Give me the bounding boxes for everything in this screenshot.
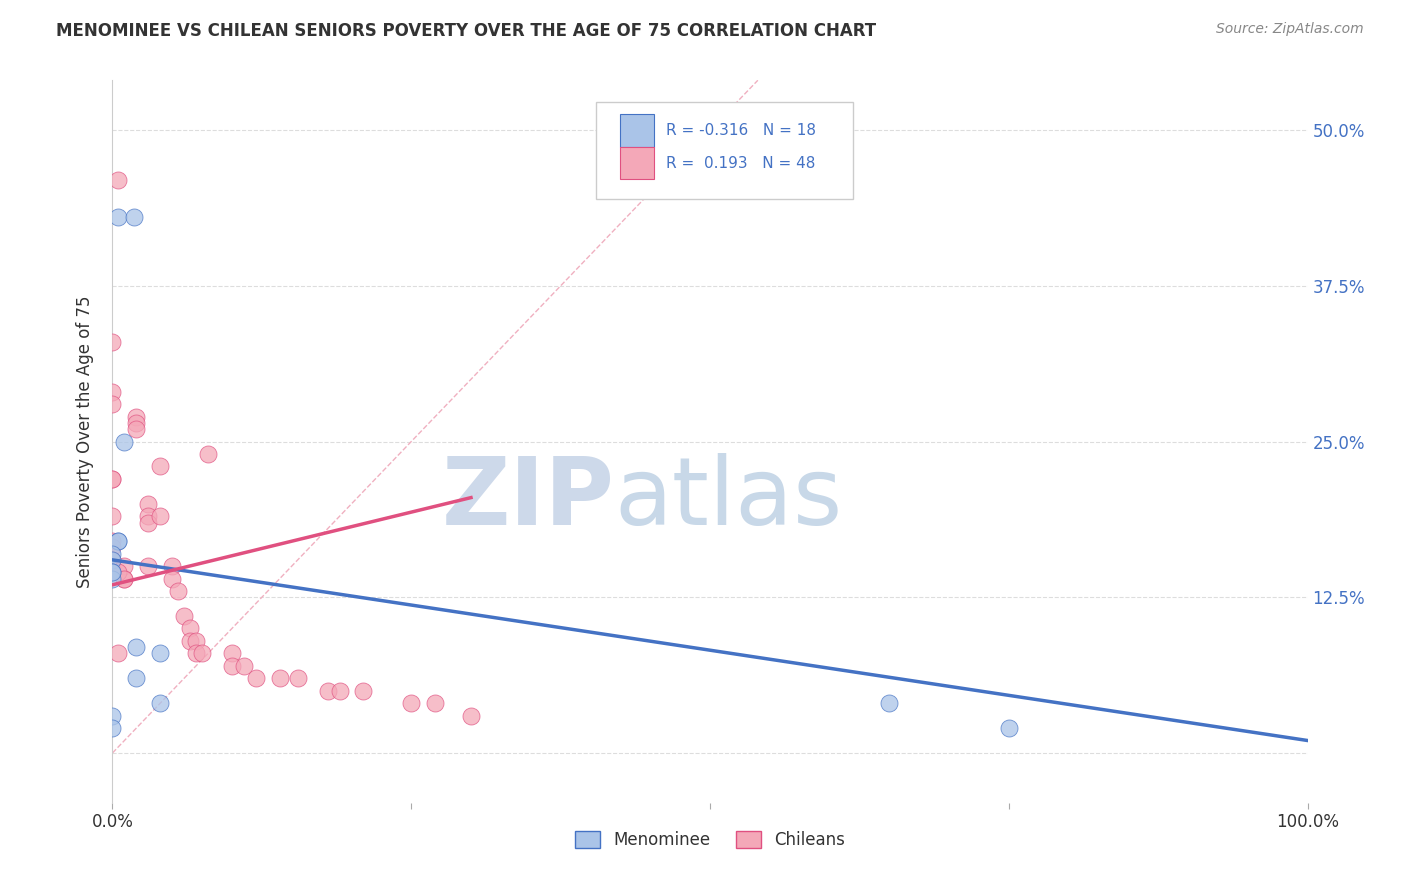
Point <box>162 572 183 586</box>
Point <box>329 683 352 698</box>
Point <box>233 658 256 673</box>
Point <box>101 566 124 580</box>
Point <box>221 658 243 673</box>
Point <box>125 409 148 424</box>
Text: MENOMINEE VS CHILEAN SENIORS POVERTY OVER THE AGE OF 75 CORRELATION CHART: MENOMINEE VS CHILEAN SENIORS POVERTY OVE… <box>56 22 876 40</box>
Point <box>101 553 124 567</box>
Bar <box>620 147 654 179</box>
Point <box>101 534 124 549</box>
Point <box>114 559 135 574</box>
Point <box>107 534 129 549</box>
Point <box>138 509 160 524</box>
Y-axis label: Seniors Poverty Over the Age of 75: Seniors Poverty Over the Age of 75 <box>76 295 94 588</box>
Point <box>107 534 129 549</box>
Point <box>125 640 148 654</box>
Point <box>125 671 148 685</box>
Point <box>179 633 201 648</box>
Point <box>101 472 124 486</box>
Text: ZIP: ZIP <box>441 453 614 545</box>
Point <box>101 721 124 735</box>
Point <box>149 696 172 710</box>
Point <box>101 334 124 349</box>
Point <box>107 173 129 187</box>
Point <box>107 566 129 580</box>
Text: atlas: atlas <box>614 453 842 545</box>
Point <box>149 509 172 524</box>
Point <box>173 609 195 624</box>
Point <box>101 559 124 574</box>
Point <box>162 559 183 574</box>
Point <box>460 708 482 723</box>
Point <box>125 416 148 430</box>
Legend: Menominee, Chileans: Menominee, Chileans <box>568 824 852 856</box>
Point <box>101 397 124 411</box>
Point <box>197 447 219 461</box>
Point <box>138 559 160 574</box>
Point <box>149 459 172 474</box>
Point <box>221 646 243 660</box>
Point <box>107 646 129 660</box>
Point <box>245 671 267 685</box>
Point <box>101 547 124 561</box>
Point <box>138 516 160 530</box>
FancyBboxPatch shape <box>596 102 853 200</box>
Point <box>101 566 124 580</box>
Point <box>101 708 124 723</box>
Point <box>287 671 309 685</box>
Point <box>101 541 124 555</box>
Bar <box>620 114 654 147</box>
Text: Source: ZipAtlas.com: Source: ZipAtlas.com <box>1216 22 1364 37</box>
Point <box>101 572 124 586</box>
Point <box>138 497 160 511</box>
Point <box>879 696 901 710</box>
Point <box>114 572 135 586</box>
Point <box>269 671 291 685</box>
Point <box>167 584 190 599</box>
Point <box>352 683 374 698</box>
Point <box>186 633 208 648</box>
Point <box>101 472 124 486</box>
Point <box>107 211 129 225</box>
Point <box>425 696 447 710</box>
Point <box>401 696 423 710</box>
Point <box>114 572 135 586</box>
Point <box>101 553 124 567</box>
Point <box>191 646 214 660</box>
Point <box>101 509 124 524</box>
Text: R =  0.193   N = 48: R = 0.193 N = 48 <box>666 155 815 170</box>
Point <box>122 211 145 225</box>
Point <box>101 384 124 399</box>
Text: R = -0.316   N = 18: R = -0.316 N = 18 <box>666 123 815 138</box>
Point <box>114 434 135 449</box>
Point <box>316 683 339 698</box>
Point <box>125 422 148 436</box>
Point <box>998 721 1021 735</box>
Point <box>149 646 172 660</box>
Point <box>101 553 124 567</box>
Point <box>186 646 208 660</box>
Point <box>179 621 201 635</box>
